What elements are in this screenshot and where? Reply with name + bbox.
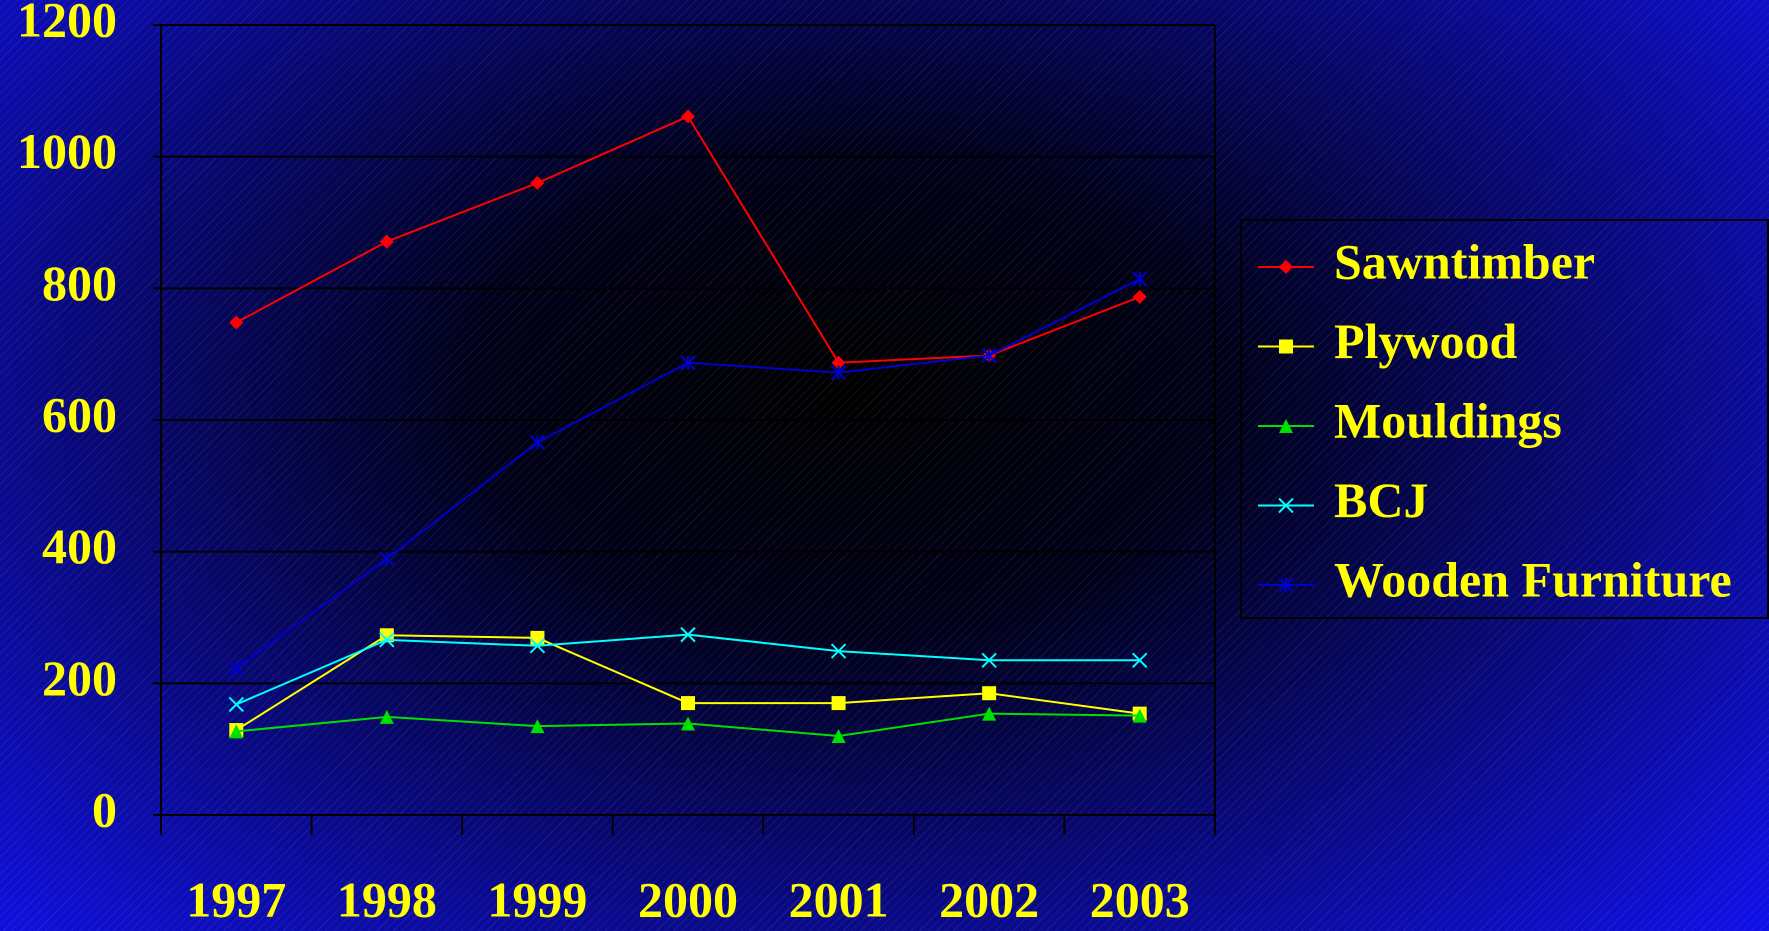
- legend-marker: [1279, 260, 1293, 274]
- y-tick-label: 1200: [17, 0, 117, 47]
- legend-label: Wooden Furniture: [1334, 551, 1732, 607]
- data-point: [228, 660, 244, 676]
- y-tick-label: 600: [42, 386, 117, 442]
- data-point: [530, 630, 545, 645]
- data-point: [530, 176, 545, 190]
- legend-marker: [1279, 419, 1293, 433]
- data-point: [1132, 708, 1147, 723]
- y-tick-label: 0: [92, 781, 117, 837]
- data-point: [379, 709, 394, 724]
- data-point: [830, 364, 847, 381]
- legend-label: Sawntimber: [1334, 233, 1595, 289]
- data-point: [530, 719, 545, 734]
- data-point: [1132, 271, 1148, 287]
- data-point: [229, 315, 244, 330]
- data-point: [831, 355, 846, 370]
- x-tick-label: 2000: [638, 871, 738, 927]
- data-point: [1132, 289, 1147, 304]
- legend-marker: [1278, 577, 1294, 593]
- series-line: [235, 115, 1141, 364]
- data-point: [1132, 652, 1148, 668]
- data-point: [831, 696, 846, 711]
- data-point: [680, 355, 696, 371]
- data-point: [379, 632, 395, 648]
- data-point: [831, 729, 846, 743]
- x-tick-label: 1997: [186, 871, 286, 927]
- x-tick-label: 1998: [337, 871, 437, 927]
- legend-label: Plywood: [1334, 313, 1518, 369]
- data-point: [981, 347, 997, 364]
- data-point: [379, 234, 394, 249]
- data-point: [681, 716, 695, 731]
- data-point: [681, 696, 695, 711]
- data-point: [680, 626, 696, 643]
- legend-marker: [1278, 497, 1294, 514]
- data-point: [379, 628, 394, 643]
- data-point: [228, 696, 244, 713]
- y-tick-label: 1000: [17, 123, 117, 179]
- x-tick-label: 1999: [487, 871, 587, 927]
- y-tick-label: 800: [42, 255, 117, 311]
- data-point: [229, 724, 244, 739]
- data-point: [529, 638, 546, 654]
- legend-box: [1240, 219, 1769, 619]
- data-point: [981, 652, 997, 668]
- data-point: [379, 551, 395, 567]
- legend-label: Mouldings: [1334, 392, 1562, 448]
- x-tick-label: 2003: [1090, 871, 1190, 927]
- data-point: [982, 686, 997, 701]
- data-point: [681, 109, 695, 124]
- legend-label: BCJ: [1334, 472, 1428, 528]
- series-line: [235, 278, 1141, 670]
- x-tick-label: 2001: [789, 871, 889, 927]
- x-tick-label: 2002: [939, 871, 1039, 927]
- data-point: [982, 706, 997, 721]
- y-tick-label: 200: [42, 650, 117, 706]
- data-point: [529, 434, 546, 451]
- y-tick-label: 400: [42, 518, 117, 574]
- legend-marker: [1279, 339, 1293, 354]
- data-point: [830, 643, 847, 659]
